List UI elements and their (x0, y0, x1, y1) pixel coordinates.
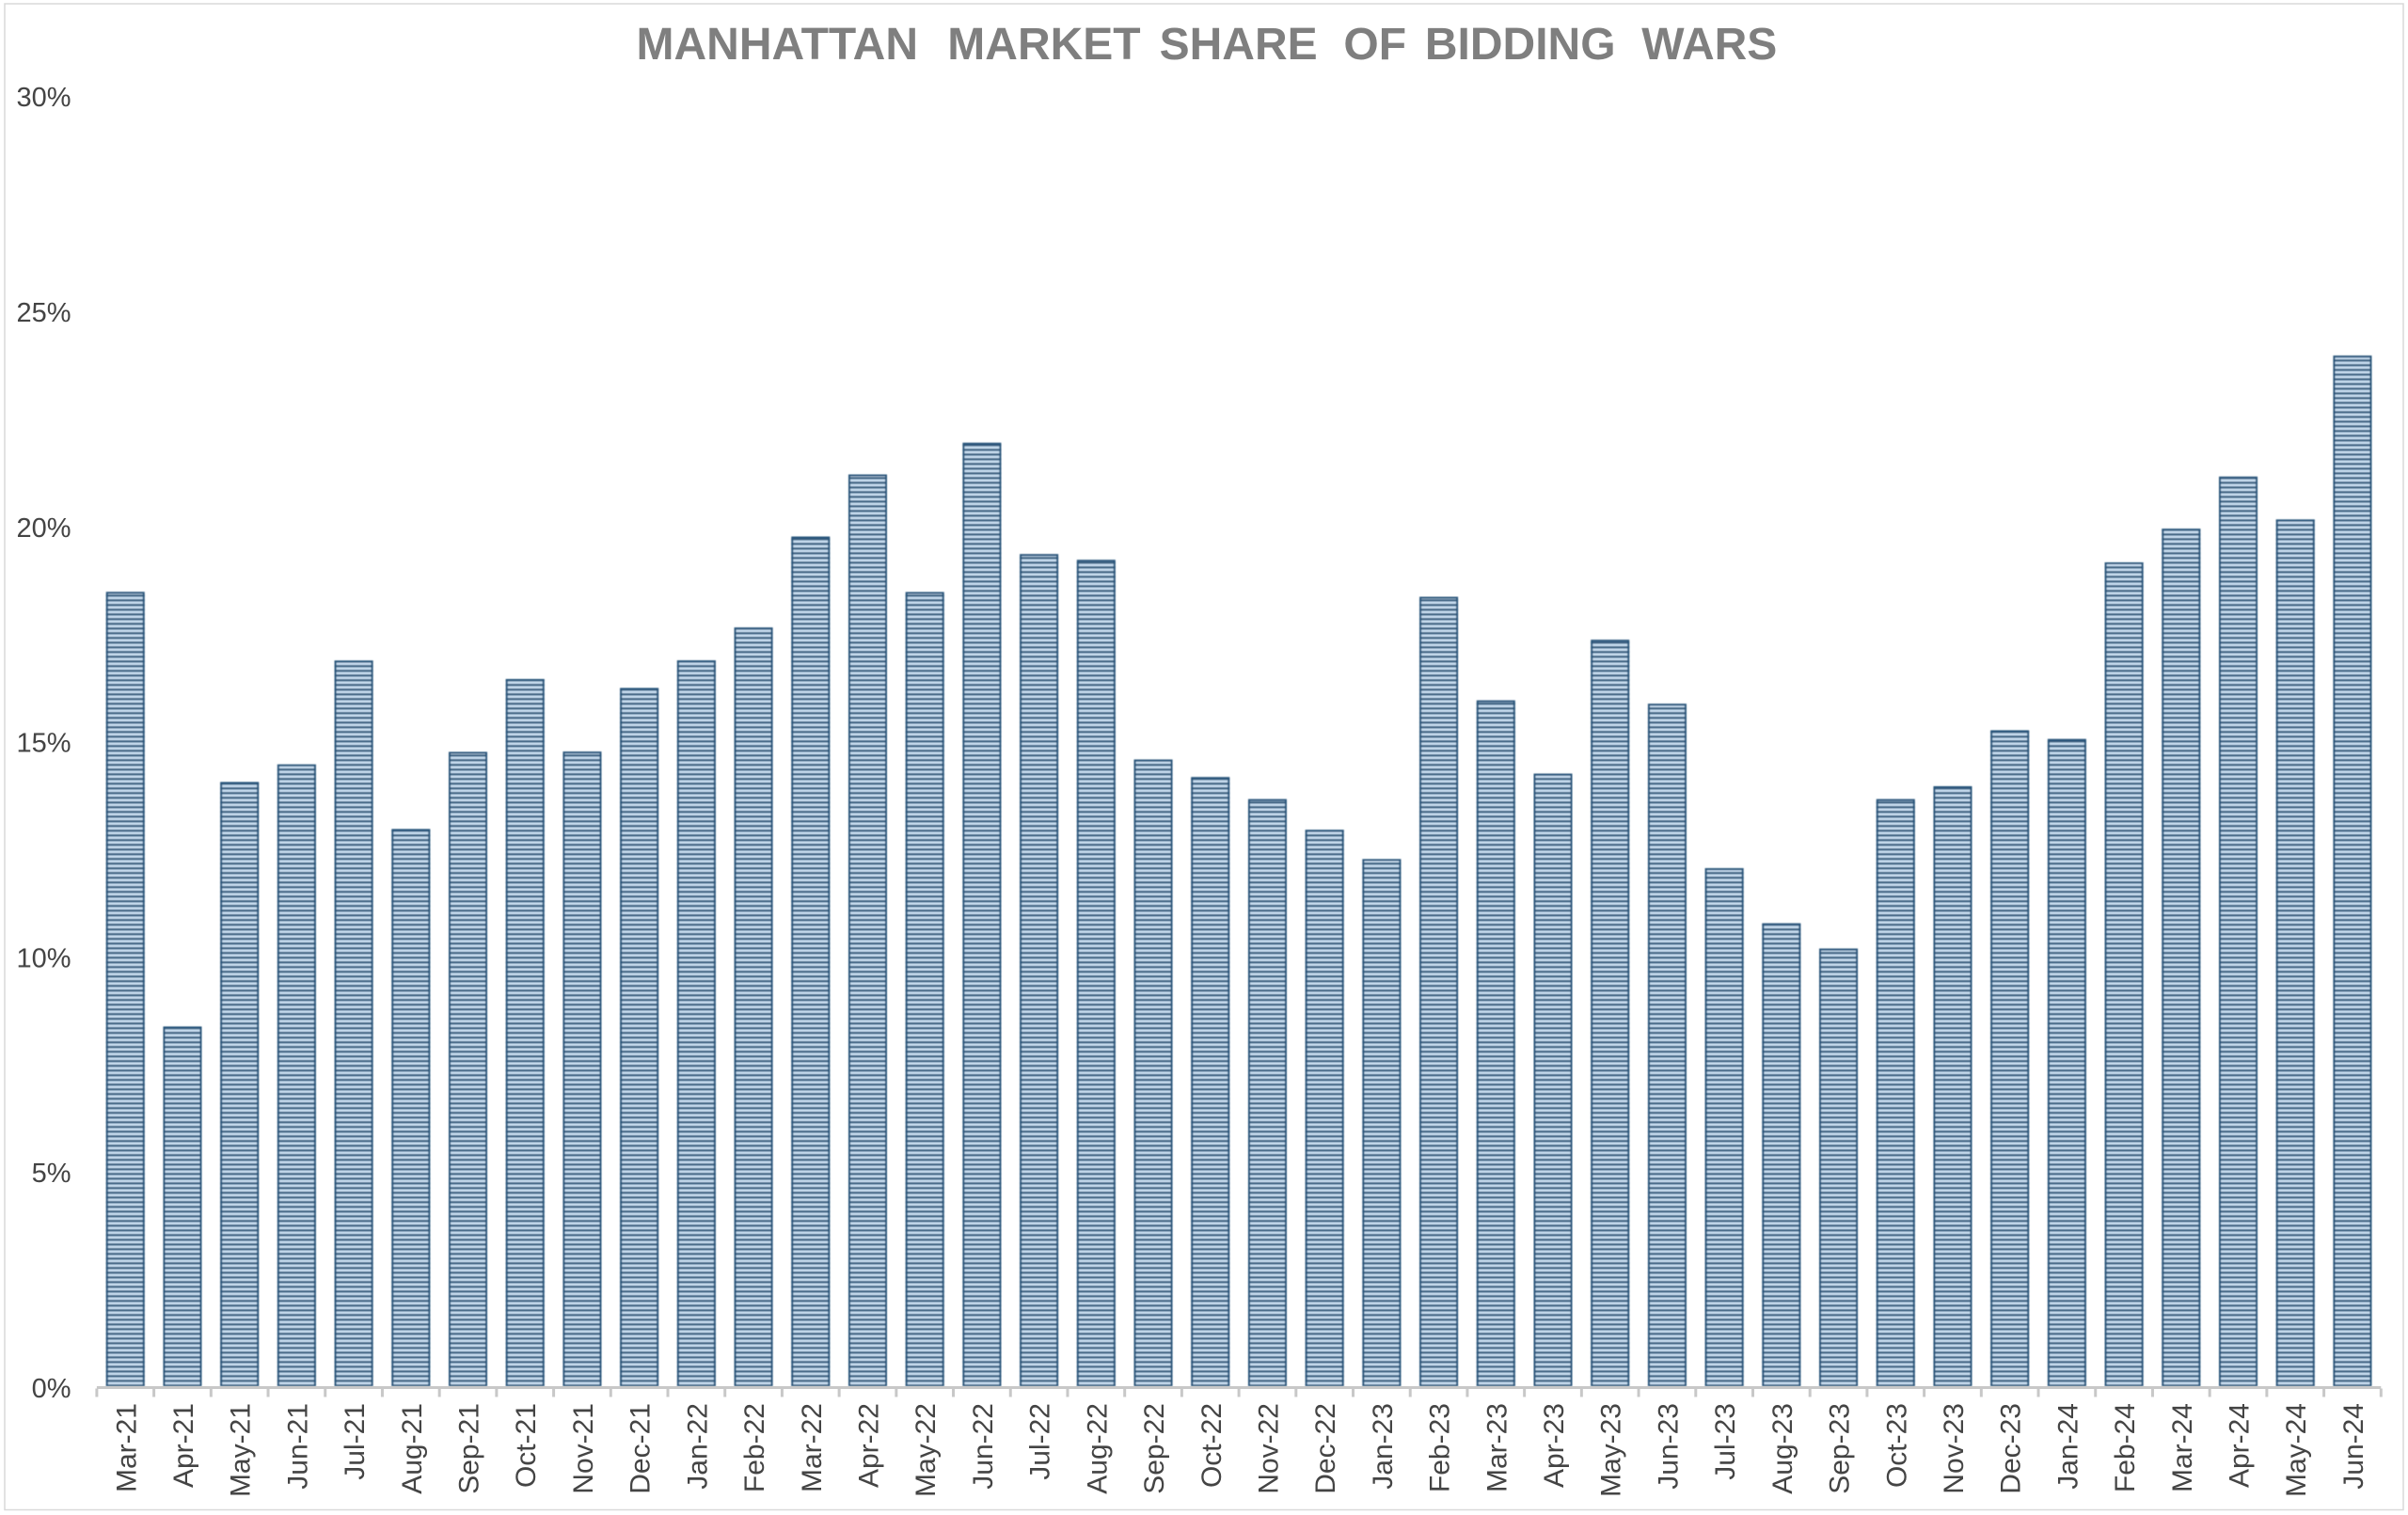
svg-text:Oct-22: Oct-22 (1196, 1403, 1228, 1488)
svg-text:Nov-22: Nov-22 (1253, 1403, 1284, 1494)
svg-text:Apr-23: Apr-23 (1539, 1403, 1570, 1488)
svg-text:Dec-21: Dec-21 (626, 1403, 657, 1494)
svg-text:Sep-21: Sep-21 (454, 1403, 485, 1494)
svg-text:May-24: May-24 (2281, 1403, 2312, 1497)
svg-text:May-21: May-21 (226, 1403, 257, 1497)
svg-text:Jun-23: Jun-23 (1653, 1403, 1684, 1490)
svg-text:Aug-23: Aug-23 (1767, 1403, 1798, 1494)
svg-text:0%: 0% (32, 1374, 71, 1404)
svg-text:25%: 25% (16, 298, 71, 328)
svg-text:Aug-22: Aug-22 (1082, 1403, 1113, 1494)
svg-text:May-22: May-22 (911, 1403, 942, 1497)
svg-text:May-23: May-23 (1596, 1403, 1627, 1497)
svg-text:Oct-21: Oct-21 (511, 1403, 542, 1488)
svg-text:5%: 5% (32, 1159, 71, 1189)
svg-text:Mar-22: Mar-22 (797, 1403, 828, 1492)
svg-text:30%: 30% (16, 83, 71, 113)
svg-text:Nov-23: Nov-23 (1939, 1403, 1970, 1494)
svg-text:Jul-23: Jul-23 (1710, 1403, 1741, 1480)
svg-text:Nov-21: Nov-21 (568, 1403, 599, 1494)
svg-text:Jan-23: Jan-23 (1368, 1403, 1399, 1490)
svg-text:Mar-21: Mar-21 (111, 1403, 142, 1492)
svg-text:Feb-23: Feb-23 (1425, 1403, 1456, 1492)
svg-text:Apr-22: Apr-22 (853, 1403, 884, 1488)
svg-text:Jul-22: Jul-22 (1025, 1403, 1056, 1480)
svg-text:20%: 20% (16, 513, 71, 544)
svg-text:Jul-21: Jul-21 (340, 1403, 371, 1480)
svg-text:10%: 10% (16, 943, 71, 973)
svg-text:Mar-23: Mar-23 (1481, 1403, 1513, 1492)
svg-text:Oct-23: Oct-23 (1881, 1403, 1912, 1488)
svg-text:Jun-24: Jun-24 (2338, 1403, 2369, 1490)
svg-text:Mar-24: Mar-24 (2167, 1403, 2198, 1492)
svg-text:Jun-21: Jun-21 (282, 1403, 313, 1490)
svg-text:15%: 15% (16, 729, 71, 759)
svg-text:Aug-21: Aug-21 (397, 1403, 428, 1494)
svg-text:Dec-23: Dec-23 (1996, 1403, 2027, 1494)
svg-text:Feb-22: Feb-22 (739, 1403, 770, 1492)
svg-text:Dec-22: Dec-22 (1310, 1403, 1341, 1494)
svg-text:Apr-21: Apr-21 (168, 1403, 199, 1488)
svg-text:Apr-24: Apr-24 (2225, 1403, 2256, 1488)
svg-text:Jan-24: Jan-24 (2052, 1403, 2083, 1490)
svg-text:Sep-23: Sep-23 (1825, 1403, 1856, 1494)
svg-text:Feb-24: Feb-24 (2110, 1403, 2141, 1492)
svg-text:Jun-22: Jun-22 (968, 1403, 999, 1490)
svg-text:Jan-22: Jan-22 (682, 1403, 713, 1490)
svg-text:Sep-22: Sep-22 (1139, 1403, 1170, 1494)
